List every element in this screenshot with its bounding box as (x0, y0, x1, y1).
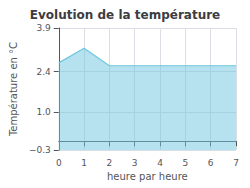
svg-text:3: 3 (132, 158, 138, 168)
svg-text:5: 5 (182, 158, 188, 168)
svg-text:7: 7 (233, 158, 239, 168)
svg-text:−0.3: −0.3 (29, 145, 51, 155)
svg-text:Température en °C: Température en °C (8, 42, 19, 137)
svg-text:3.9: 3.9 (36, 23, 51, 33)
svg-text:0: 0 (56, 158, 62, 168)
svg-text:2.4: 2.4 (36, 67, 51, 77)
svg-text:4: 4 (157, 158, 163, 168)
svg-text:2: 2 (107, 158, 113, 168)
svg-text:1.0: 1.0 (36, 107, 51, 117)
svg-text:1: 1 (81, 158, 87, 168)
svg-text:heure par heure: heure par heure (107, 171, 188, 182)
svg-text:Evolution de la température: Evolution de la température (30, 8, 221, 22)
svg-text:6: 6 (208, 158, 214, 168)
